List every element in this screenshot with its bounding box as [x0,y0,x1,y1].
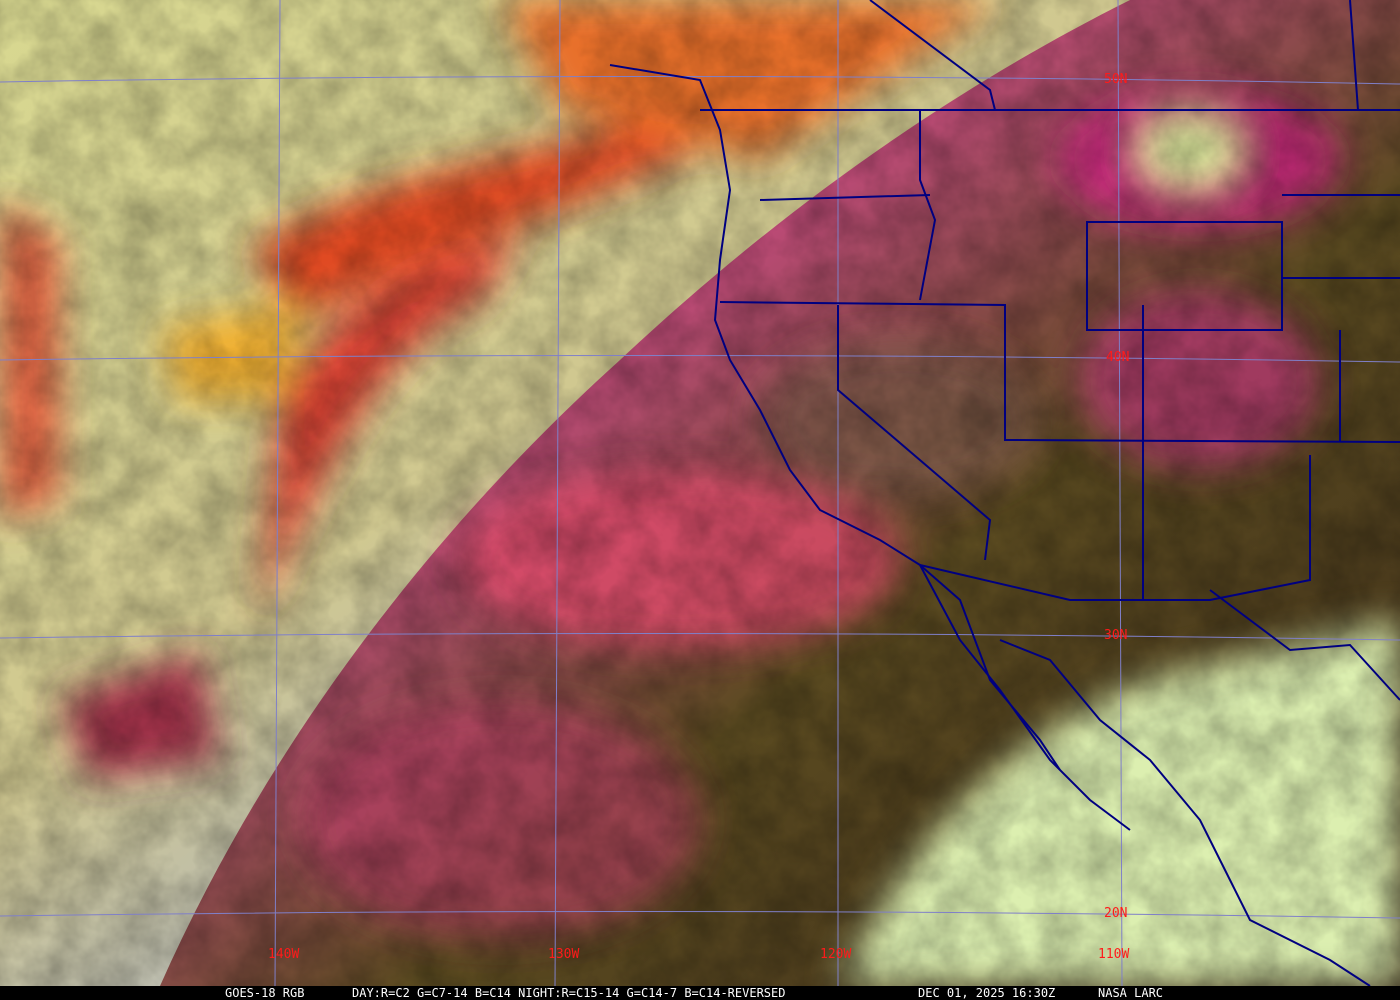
rgb-recipe: DAY:R=C2 G=C7-14 B=C14 NIGHT:R=C15-14 G=… [352,986,786,1000]
timestamp: DEC 01, 2025 16:30Z [918,986,1056,1000]
longitude-label-110w: 110W [1098,947,1130,962]
political-borders [609,0,1400,986]
longitude-label-140w: 140W [268,947,300,962]
image-caption-bar: GOES-18 RGB DAY:R=C2 G=C7-14 B=C14 NIGHT… [0,986,1400,1000]
latitude-label-20n: 20N [1104,906,1128,921]
latitude-label-30n: 30N [1104,628,1128,643]
latitude-label-40n: 40N [1106,350,1130,365]
longitude-label-130w: 130W [548,947,580,962]
longitude-label-120w: 120W [820,947,852,962]
latitude-label-50n: 50N [1104,72,1128,87]
credit: NASA LARC [1098,986,1164,1000]
product-name: GOES-18 RGB [225,986,305,1000]
